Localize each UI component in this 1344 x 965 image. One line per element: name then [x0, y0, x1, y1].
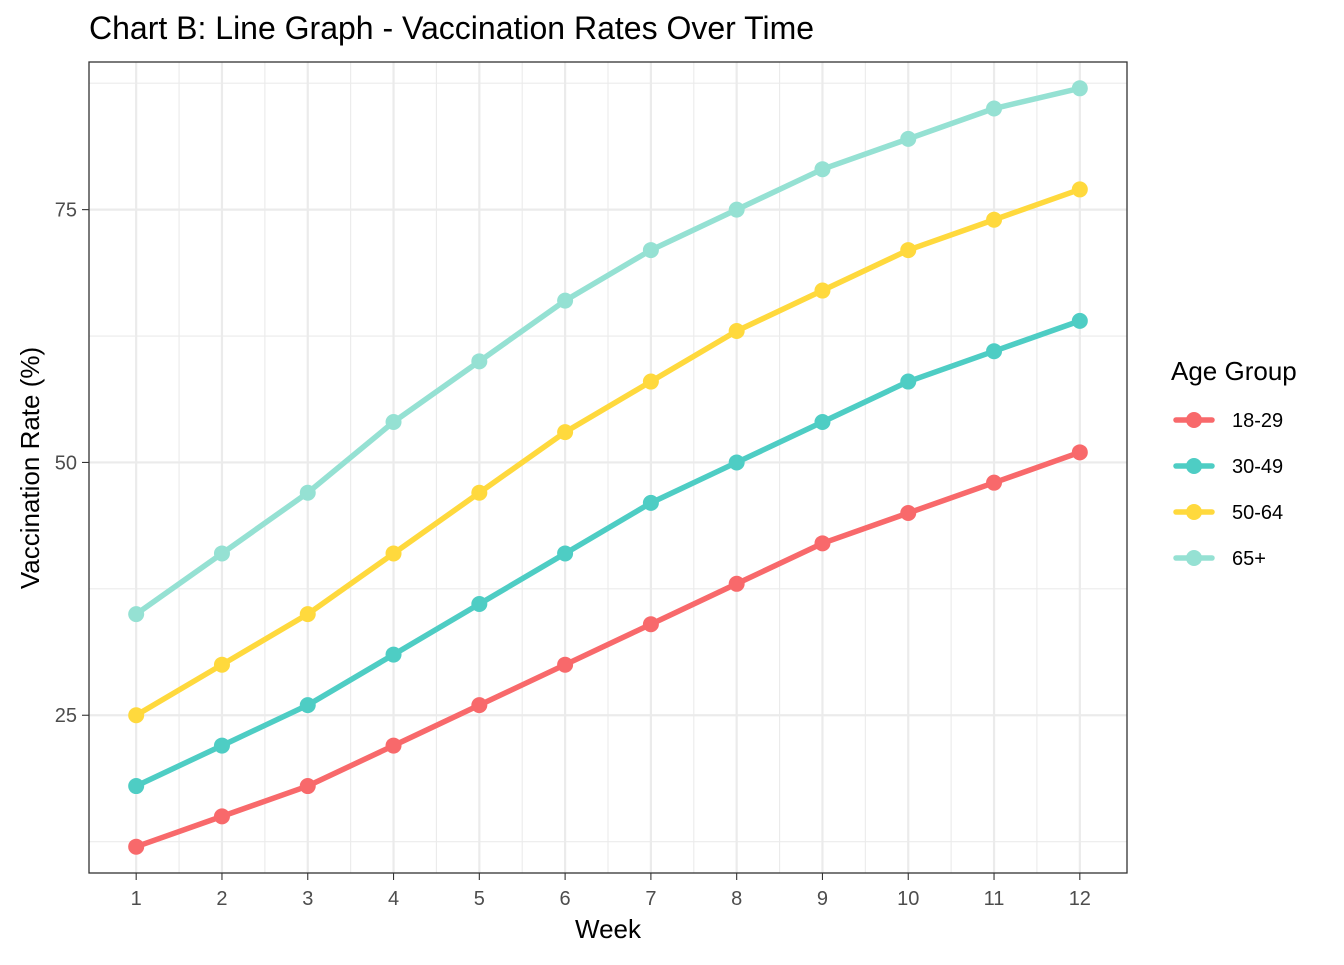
- data-point-30-49: [128, 778, 145, 795]
- legend-point: [1186, 504, 1202, 520]
- data-point-65+: [642, 242, 659, 259]
- data-point-50-64: [1071, 181, 1088, 198]
- data-point-50-64: [986, 211, 1003, 228]
- legend-label: 50-64: [1232, 502, 1283, 524]
- x-tick-label: 6: [560, 888, 571, 910]
- x-tick-label: 10: [897, 888, 919, 910]
- data-point-30-49: [1071, 312, 1088, 329]
- y-axis-label: Vaccination Rate (%): [15, 347, 45, 589]
- y-tick-label: 25: [55, 705, 77, 727]
- data-point-18-29: [471, 697, 488, 714]
- data-point-30-49: [728, 454, 745, 471]
- x-tick-label: 5: [474, 888, 485, 910]
- y-tick-label: 50: [55, 452, 77, 474]
- data-point-18-29: [814, 535, 831, 552]
- x-axis-label: Week: [575, 914, 642, 944]
- chart-title: Chart B: Line Graph - Vaccination Rates …: [89, 10, 814, 46]
- y-axis: 25 50 75: [55, 200, 89, 727]
- data-point-65+: [728, 201, 745, 218]
- data-point-65+: [213, 545, 230, 562]
- data-point-30-49: [986, 343, 1003, 360]
- data-point-30-49: [299, 697, 316, 714]
- series-line-30-49: [133, 318, 1083, 789]
- data-point-50-64: [900, 242, 917, 259]
- data-point-65+: [900, 130, 917, 147]
- data-point-30-49: [385, 646, 402, 663]
- series-line-50-64: [133, 186, 1083, 718]
- legend-label: 65+: [1232, 548, 1266, 570]
- x-tick-label: 9: [817, 888, 828, 910]
- x-tick-label: 3: [302, 888, 313, 910]
- data-point-18-29: [557, 656, 574, 673]
- data-point-50-64: [213, 656, 230, 673]
- x-axis: 1 2 3 4 5 6 7 8 9 10 11 12: [131, 873, 1091, 910]
- legend-point: [1186, 412, 1202, 428]
- legend-title: Age Group: [1171, 356, 1297, 386]
- x-tick-label: 4: [388, 888, 399, 910]
- legend-point: [1186, 458, 1202, 474]
- x-tick-label: 1: [131, 888, 142, 910]
- data-point-30-49: [213, 737, 230, 754]
- data-point-65+: [299, 484, 316, 501]
- data-point-30-49: [814, 413, 831, 430]
- x-tick-label: 2: [216, 888, 227, 910]
- data-point-18-29: [299, 778, 316, 795]
- legend-point: [1186, 550, 1202, 566]
- data-point-50-64: [128, 707, 145, 724]
- legend-items: 18-29 30-49 50-64 65+: [1173, 410, 1283, 570]
- data-point-18-29: [728, 575, 745, 592]
- data-point-18-29: [128, 838, 145, 855]
- data-point-18-29: [642, 616, 659, 633]
- data-point-50-64: [728, 322, 745, 339]
- data-point-18-29: [1071, 444, 1088, 461]
- plot-border: [88, 61, 1128, 874]
- data-point-50-64: [471, 484, 488, 501]
- data-point-18-29: [986, 474, 1003, 491]
- legend-label: 30-49: [1232, 456, 1283, 478]
- series-points: [128, 80, 1088, 855]
- data-point-30-49: [471, 596, 488, 613]
- data-point-30-49: [642, 494, 659, 511]
- x-tick-label: 11: [984, 888, 1005, 910]
- x-tick-label: 8: [731, 888, 742, 910]
- data-point-65+: [986, 100, 1003, 117]
- data-point-65+: [814, 161, 831, 178]
- series-line-65+: [133, 85, 1083, 617]
- series-line-18-29: [133, 449, 1083, 850]
- data-point-50-64: [557, 424, 574, 441]
- data-point-65+: [128, 606, 145, 623]
- data-point-65+: [471, 353, 488, 370]
- legend: Age Group 18-29 30-49 50-64 65+: [1171, 356, 1297, 570]
- series-lines: [133, 85, 1083, 850]
- x-tick-label: 7: [645, 888, 656, 910]
- data-point-18-29: [900, 505, 917, 522]
- data-point-50-64: [385, 545, 402, 562]
- data-point-50-64: [814, 282, 831, 299]
- data-point-65+: [385, 413, 402, 430]
- data-point-65+: [557, 292, 574, 309]
- data-point-18-29: [385, 737, 402, 754]
- legend-label: 18-29: [1232, 410, 1283, 432]
- data-point-65+: [1071, 80, 1088, 97]
- y-tick-label: 75: [55, 200, 77, 222]
- x-tick-label: 12: [1069, 888, 1091, 910]
- data-point-30-49: [557, 545, 574, 562]
- data-point-30-49: [900, 373, 917, 390]
- data-point-50-64: [299, 606, 316, 623]
- data-point-50-64: [642, 373, 659, 390]
- data-point-18-29: [213, 808, 230, 825]
